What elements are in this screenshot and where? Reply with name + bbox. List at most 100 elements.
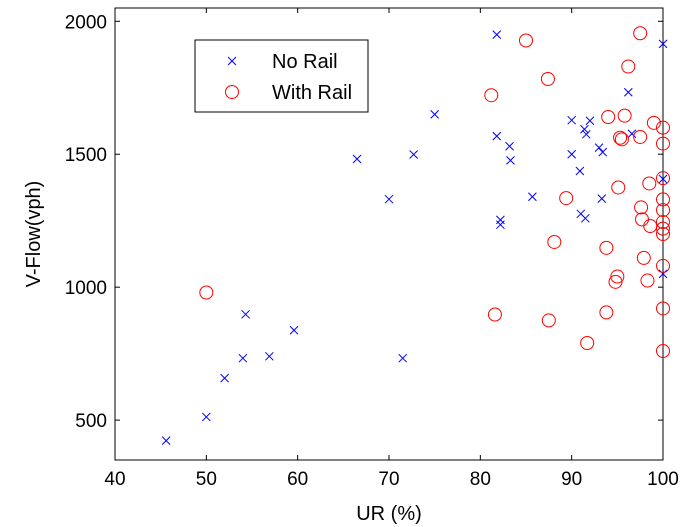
x-tick-label: 50 [196, 469, 217, 490]
no-rail-point [575, 166, 585, 176]
no-rail-point [398, 353, 408, 363]
x-stroke [264, 351, 274, 361]
no-rail-point [161, 436, 171, 445]
with-rail-point [611, 180, 626, 195]
legend: No Rail With Rail [194, 39, 369, 113]
x-stroke [623, 87, 633, 97]
x-stroke [227, 56, 237, 66]
x-tick-label: 70 [378, 469, 399, 490]
with-rail-point [656, 171, 670, 186]
with-rail-point [599, 305, 614, 320]
x-stroke [575, 166, 585, 176]
legend-box [194, 39, 369, 113]
with-rail-point [601, 110, 616, 125]
x-stroke [492, 30, 502, 39]
no-rail-point [581, 129, 591, 139]
with-rail-point [559, 191, 574, 206]
with-rail-point [519, 33, 533, 48]
x-stroke [352, 154, 362, 164]
no-rail-point [627, 129, 637, 139]
with-rail-point [613, 130, 628, 145]
x-tick-label: 90 [561, 469, 582, 490]
no-rail-point [623, 87, 633, 97]
x-stroke [398, 353, 408, 363]
with-rail-point [656, 203, 670, 218]
y-tick-label: 1000 [65, 278, 107, 299]
y-tick-label: 500 [75, 411, 107, 432]
with-rail-point [656, 258, 670, 273]
data-points [161, 26, 670, 445]
x-stroke [528, 192, 537, 202]
y-tick-label: 2000 [65, 12, 107, 33]
with-rail-point [541, 313, 556, 328]
with-rail-point [608, 274, 623, 289]
with-rail-point [646, 115, 661, 130]
x-stroke [581, 213, 590, 223]
with-rail-point [642, 176, 657, 191]
x-tick-label: 60 [287, 469, 308, 490]
with-rail-point [540, 71, 555, 86]
x-stroke [580, 124, 589, 134]
no-rail-point [220, 373, 229, 383]
x-stroke [598, 147, 608, 157]
x-stroke [201, 412, 211, 422]
x-stroke [658, 174, 668, 184]
x-stroke [658, 269, 668, 279]
no-rail-point [597, 194, 607, 203]
no-rail-point [352, 154, 362, 164]
with-rail-point [614, 132, 629, 147]
no-rail-point [496, 220, 505, 230]
no-rail-point [598, 147, 608, 157]
with-rail-point [547, 234, 562, 249]
with-rail-point [656, 215, 670, 230]
with-rail-point [599, 240, 614, 255]
x-stroke [506, 155, 515, 165]
with-rail-point [617, 108, 632, 123]
x-stroke [505, 141, 514, 151]
no-rail-point [658, 174, 668, 184]
no-rail-point [658, 269, 668, 279]
with-rail-point [656, 227, 670, 241]
with-rail-point [484, 88, 499, 103]
x-stroke [220, 373, 229, 383]
legend-marker-with-rail [225, 85, 239, 99]
with-rail-point [656, 120, 670, 135]
x-stroke [430, 109, 440, 119]
no-rail-point [241, 309, 250, 319]
with-rail-point [487, 307, 502, 322]
no-rail-point [238, 353, 248, 363]
with-rail-point [640, 273, 655, 288]
no-rail-point [567, 115, 577, 125]
with-rail-point [656, 136, 670, 151]
x-tick-label: 100 [647, 469, 679, 490]
x-stroke [567, 149, 577, 159]
tick-group: 40 50 60 70 80 90 100 500 1000 1500 2000 [65, 8, 679, 490]
no-rail-point [289, 325, 299, 335]
x-stroke [384, 194, 394, 204]
with-rail-point [633, 129, 648, 144]
no-rail-point [384, 194, 394, 204]
with-rail-point [633, 26, 648, 41]
x-stroke [585, 116, 595, 126]
x-stroke [581, 129, 591, 139]
no-rail-point [506, 155, 515, 165]
no-rail-point [492, 131, 502, 141]
no-rail-point [658, 39, 668, 49]
x-stroke [161, 436, 171, 445]
no-rail-point [585, 116, 595, 126]
x-stroke [409, 150, 419, 159]
with-rail-point [656, 192, 670, 207]
x-tick-label: 80 [470, 469, 491, 490]
x-stroke [576, 209, 586, 219]
x-stroke [567, 115, 577, 125]
with-rail-point [610, 269, 625, 284]
x-tick-label: 40 [104, 469, 125, 490]
no-rail-point [430, 109, 440, 119]
x-stroke [492, 131, 502, 141]
no-rail-point [567, 149, 577, 159]
x-axis-label: UR (%) [356, 503, 422, 525]
no-rail-point [505, 141, 514, 151]
y-tick-label: 1500 [65, 145, 107, 166]
x-stroke [627, 129, 637, 139]
